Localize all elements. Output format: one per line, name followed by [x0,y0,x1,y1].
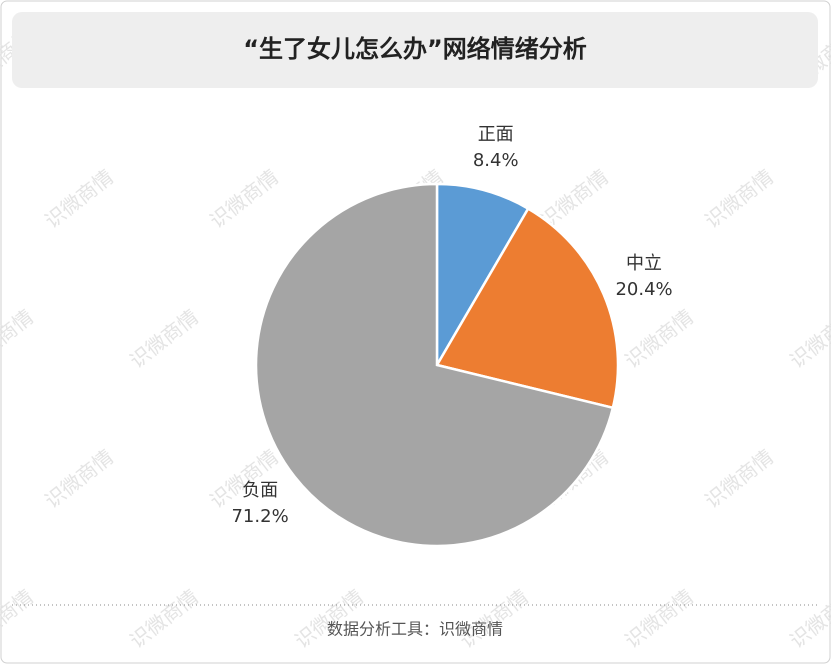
slice-value-label: 8.4% [473,150,519,171]
pie: 正面 8.4% 中立 20.4% 负面 71.2% [231,124,673,548]
footer: 数据分析工具：识微商情 [327,620,503,639]
chart-title: “生了女儿怎么办”网络情绪分析 [243,35,587,63]
pie-slice [435,182,530,370]
pie-slice [254,182,615,548]
slice-category-label: 负面 [242,480,278,501]
slice-category-label: 中立 [626,253,662,274]
pie-slice [435,206,620,410]
slice-value-label: 20.4% [615,279,672,300]
slice-category-label: 正面 [478,124,514,145]
slice-value-label: 71.2% [231,506,288,527]
title-bar [12,12,818,88]
